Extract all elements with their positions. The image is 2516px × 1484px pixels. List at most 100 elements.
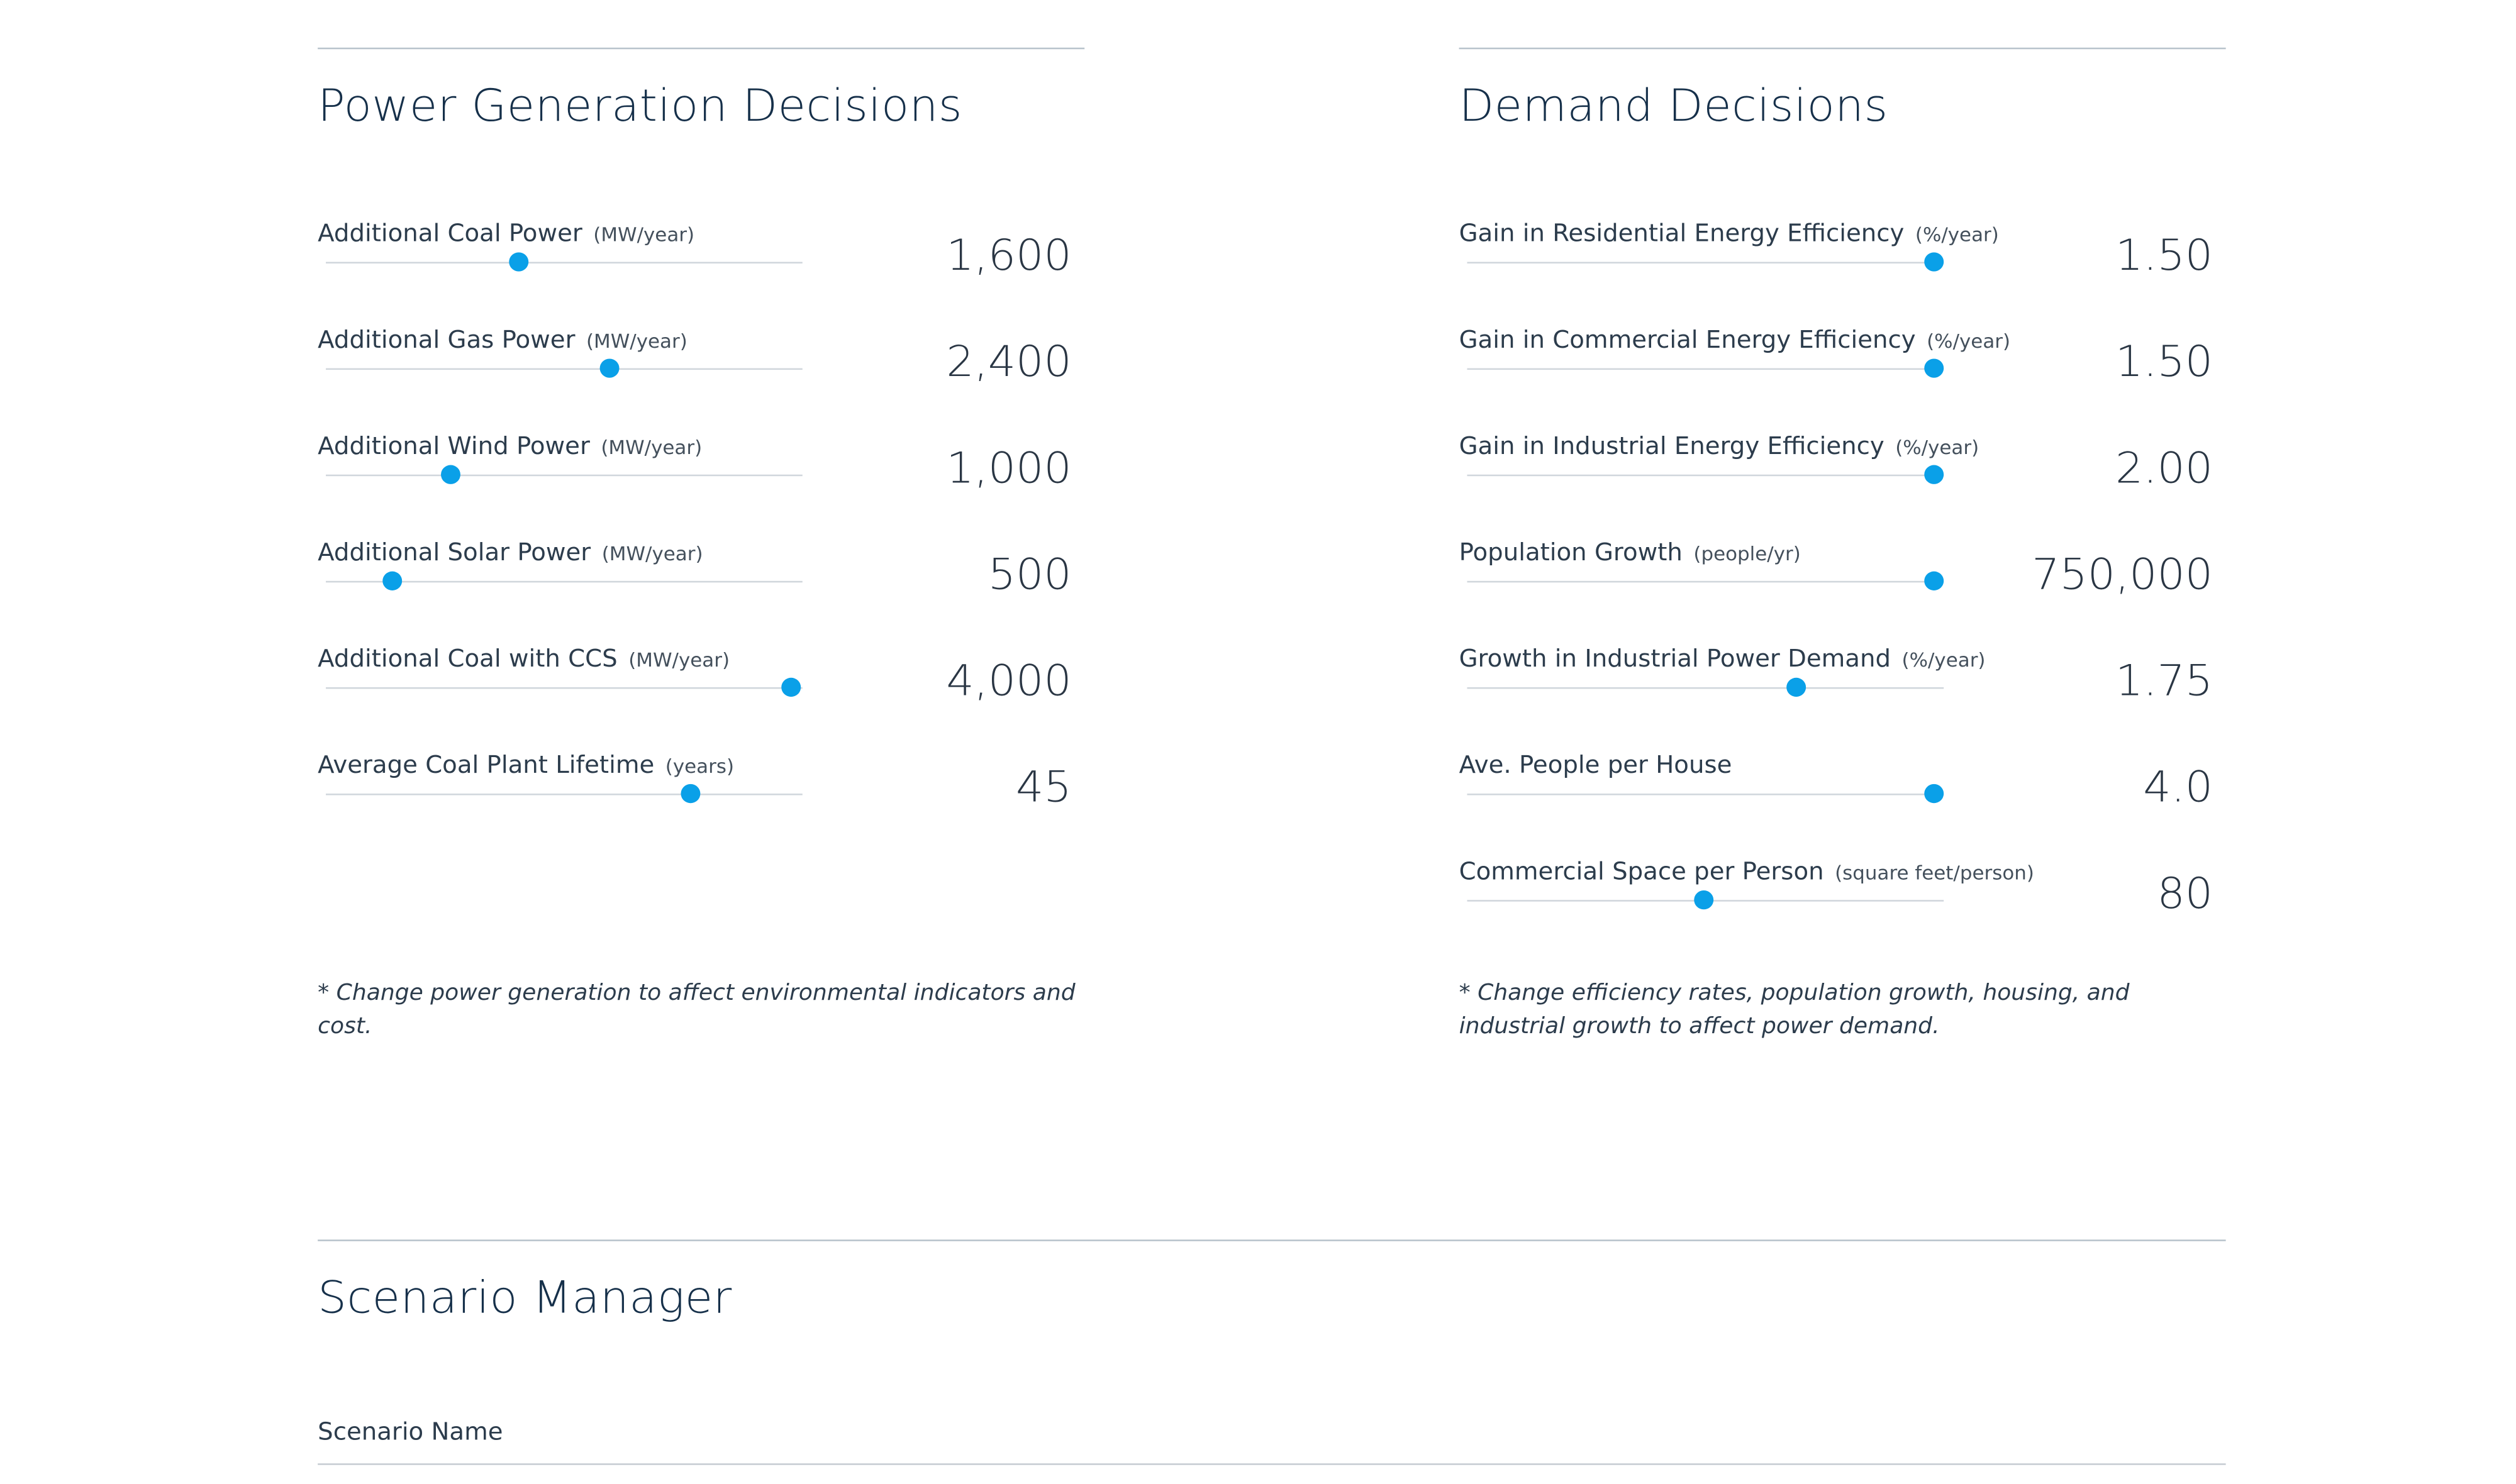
slider-thumb[interactable]: [441, 465, 460, 484]
slider-row: Additional Solar Power (MW/year) 500: [318, 538, 1084, 645]
slider-label: Additional Solar Power (MW/year): [318, 538, 703, 567]
slider-label-text: Gain in Commercial Energy Efficiency: [1459, 325, 1916, 354]
power-generation-panel: Power Generation Decisions Additional Co…: [318, 47, 1085, 1039]
slider-row: Gain in Industrial Energy Efficiency (%/…: [1459, 432, 2226, 538]
slider-unit: (square feet/person): [1835, 861, 2034, 884]
slider-row: Growth in Industrial Power Demand (%/yea…: [1459, 645, 2226, 751]
slider-label: Additional Coal Power (MW/year): [318, 219, 694, 247]
slider-track[interactable]: [1467, 677, 1944, 697]
slider-label: Average Coal Plant Lifetime (years): [318, 751, 734, 779]
slider-label: Additional Coal with CCS (MW/year): [318, 645, 730, 673]
slider-thumb[interactable]: [1924, 358, 1944, 378]
slider-track[interactable]: [1467, 252, 1944, 272]
slider-track[interactable]: [326, 252, 803, 272]
slider-unit: (MW/year): [601, 543, 703, 565]
slider-label: Additional Wind Power (MW/year): [318, 432, 702, 460]
slider-unit: (%/year): [1895, 436, 1979, 459]
slider-track[interactable]: [326, 784, 803, 804]
slider-label-text: Additional Wind Power: [318, 431, 590, 460]
scenario-name-label: Scenario Name: [318, 1417, 503, 1446]
slider-track[interactable]: [326, 465, 803, 484]
slider-unit: (%/year): [1915, 223, 1999, 246]
slider-thumb[interactable]: [781, 677, 801, 697]
slider-row: Ave. People per House 4.0: [1459, 751, 2226, 857]
section-divider: [318, 47, 1085, 50]
slider-track[interactable]: [326, 677, 803, 697]
section-divider: [318, 1239, 2226, 1241]
slider-thumb[interactable]: [1786, 677, 1806, 697]
slider-label: Commercial Space per Person (square feet…: [1459, 857, 2034, 885]
slider-thumb[interactable]: [1924, 252, 1944, 272]
slider-thumb[interactable]: [1694, 890, 1714, 910]
slider-label-text: Gain in Industrial Energy Efficiency: [1459, 431, 1884, 460]
section-title: Demand Decisions: [1459, 79, 1888, 132]
scenario-manager-panel: Scenario Manager Scenario Name: [318, 1239, 2226, 1465]
slider-label-text: Additional Solar Power: [318, 538, 591, 567]
slider-label-text: Population Growth: [1459, 538, 1683, 567]
slider-thumb[interactable]: [681, 784, 701, 804]
slider-unit: (people/yr): [1693, 543, 1801, 565]
slider-row: Population Growth (people/yr) 750,000: [1459, 538, 2226, 645]
slider-unit: (MW/year): [586, 330, 687, 353]
slider-track[interactable]: [326, 358, 803, 378]
demand-panel: Demand Decisions Gain in Residential Ene…: [1459, 47, 2226, 1039]
slider-value: 4.0: [2143, 763, 2213, 813]
slider-value: 750,000: [2032, 550, 2213, 601]
slider-label: Gain in Industrial Energy Efficiency (%/…: [1459, 432, 1979, 460]
slider-value: 1.50: [2115, 231, 2213, 281]
slider-label: Gain in Commercial Energy Efficiency (%/…: [1459, 325, 2011, 353]
slider-track[interactable]: [326, 571, 803, 590]
slider-value: 500: [988, 550, 1072, 601]
slider-thumb[interactable]: [1924, 465, 1944, 484]
slider-unit: (MW/year): [601, 436, 703, 459]
section-title: Power Generation Decisions: [318, 79, 963, 132]
slider-track[interactable]: [1467, 890, 1944, 910]
slider-value: 2.00: [2115, 444, 2213, 494]
slider-row: Commercial Space per Person (square feet…: [1459, 857, 2226, 963]
slider-row: Additional Gas Power (MW/year) 2,400: [318, 325, 1084, 431]
slider-track[interactable]: [1467, 571, 1944, 590]
slider-label: Ave. People per House: [1459, 751, 1735, 779]
slider-label-text: Average Coal Plant Lifetime: [318, 750, 655, 780]
section-note: * Change power generation to affect envi…: [318, 980, 1076, 1040]
section-title: Scenario Manager: [318, 1271, 732, 1324]
slider-value: 4,000: [946, 656, 1072, 707]
slider-label-text: Ave. People per House: [1459, 750, 1732, 780]
slider-label: Gain in Residential Energy Efficiency (%…: [1459, 219, 1999, 247]
slider-label-text: Additional Coal Power: [318, 219, 582, 248]
slider-thumb[interactable]: [1924, 571, 1944, 590]
slider-label: Growth in Industrial Power Demand (%/yea…: [1459, 645, 1986, 673]
slider-track[interactable]: [1467, 358, 1944, 378]
slider-row: Gain in Commercial Energy Efficiency (%/…: [1459, 325, 2226, 431]
section-divider: [1459, 47, 2226, 50]
slider-value: 2,400: [946, 338, 1072, 387]
slider-value: 80: [2157, 870, 2213, 919]
slider-unit: (years): [665, 755, 735, 778]
slider-unit: (MW/year): [628, 649, 730, 672]
slider-label-text: Commercial Space per Person: [1459, 857, 1824, 886]
slider-row: Additional Coal with CCS (MW/year) 4,000: [318, 645, 1084, 751]
slider-thumb[interactable]: [382, 571, 402, 590]
slider-label: Population Growth (people/yr): [1459, 538, 1801, 567]
slider-track[interactable]: [1467, 465, 1944, 484]
slider-thumb[interactable]: [509, 252, 529, 272]
slider-value: 1,000: [946, 444, 1072, 494]
slider-label-text: Additional Coal with CCS: [318, 644, 618, 673]
slider-label-text: Gain in Residential Energy Efficiency: [1459, 219, 1905, 248]
slider-value: 1,600: [946, 231, 1072, 281]
scenario-name-input[interactable]: [318, 1463, 2226, 1465]
slider-row: Additional Coal Power (MW/year) 1,600: [318, 219, 1084, 325]
slider-value: 1.75: [2115, 656, 2213, 707]
slider-label: Additional Gas Power (MW/year): [318, 325, 687, 353]
slider-thumb[interactable]: [1924, 784, 1944, 804]
slider-thumb[interactable]: [599, 358, 620, 378]
slider-unit: (%/year): [1927, 330, 2011, 353]
slider-track[interactable]: [1467, 784, 1944, 804]
slider-row: Gain in Residential Energy Efficiency (%…: [1459, 219, 2226, 325]
slider-label-text: Additional Gas Power: [318, 325, 576, 354]
slider-unit: (%/year): [1901, 649, 1986, 672]
section-note: * Change efficiency rates, population gr…: [1459, 980, 2130, 1040]
slider-row: Additional Wind Power (MW/year) 1,000: [318, 432, 1084, 538]
slider-value: 1.50: [2115, 338, 2213, 387]
